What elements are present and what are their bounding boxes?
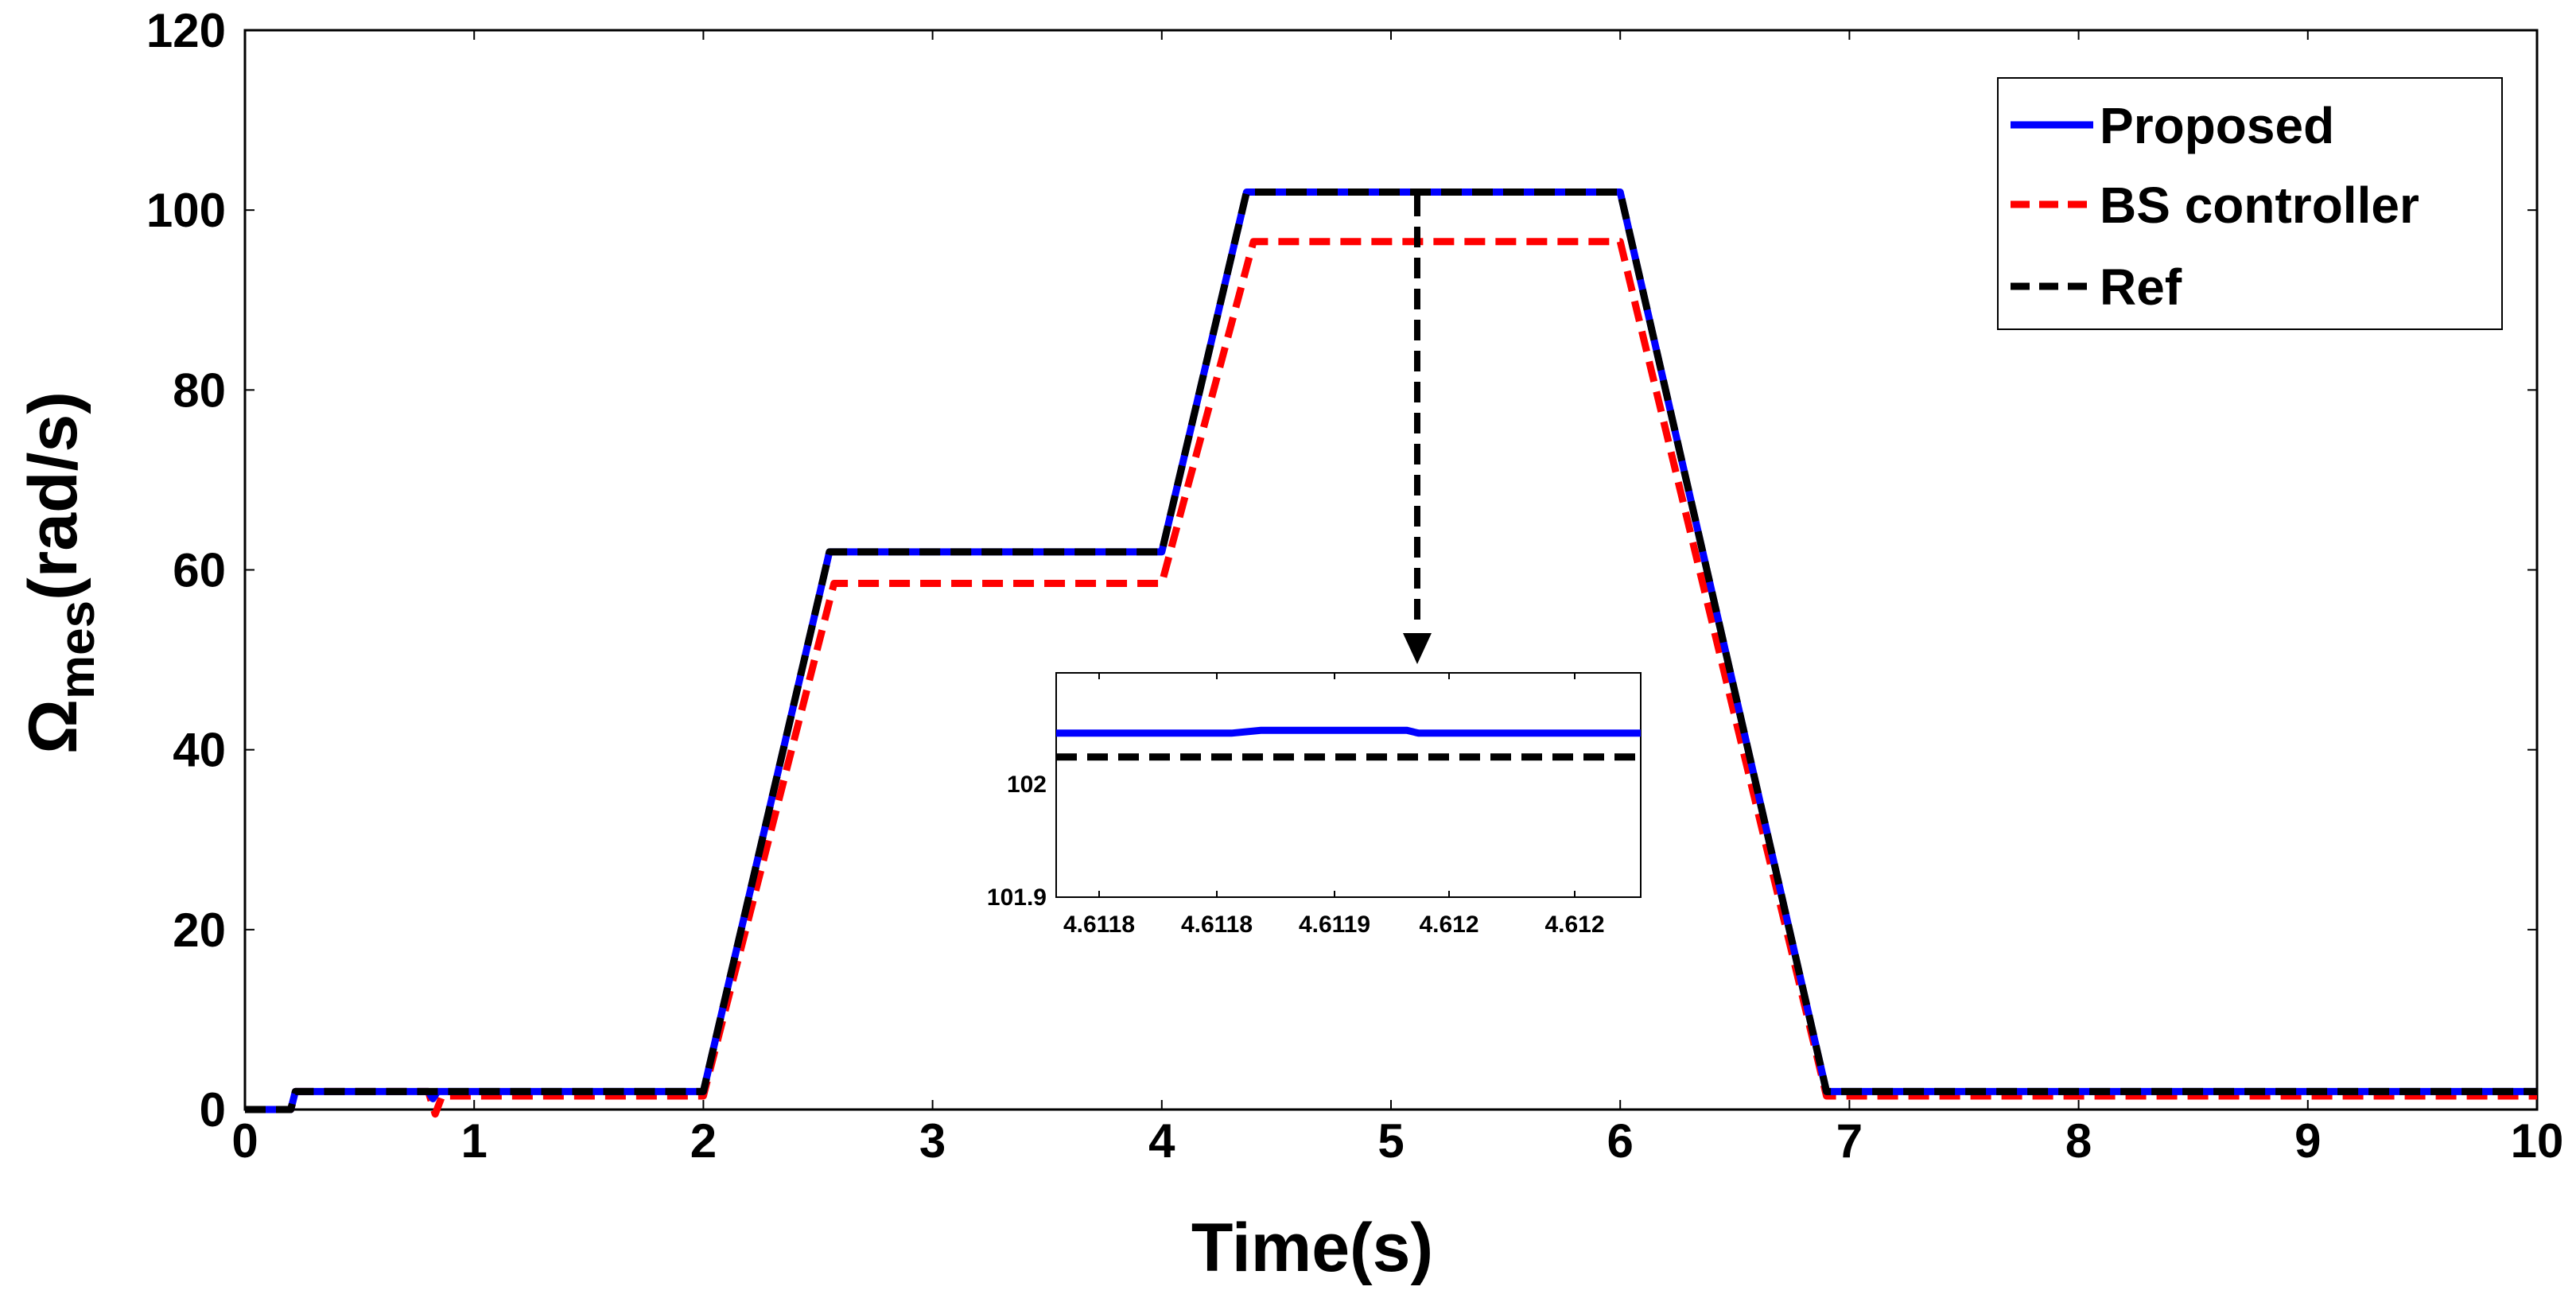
x-axis-title: Time(s) [1191,1210,1433,1286]
series-line-ref [245,188,2537,1114]
inset-series-line-proposed [1056,726,1641,737]
axis-ticks [244,29,2538,1110]
x-tick-label: 1 [461,1114,488,1168]
y-tick-labels: 0 20 40 60 80 100 120 [146,4,226,1137]
inset-series-lines [1056,726,1641,761]
legend-label-ref: Ref [2100,258,2182,316]
y-tick-label: 0 [200,1083,226,1137]
x-tick-labels: 0 1 2 3 4 5 6 7 8 9 10 [231,1114,2563,1168]
inset-plot: 102 101.9 4.6118 4.6118 4.6119 4.612 4.6… [987,672,1642,938]
y-tick-label: 80 [173,363,226,417]
inset-x-tick-label: 4.6118 [1063,911,1135,938]
y-tick-label: 40 [173,724,226,777]
y-tick-label: 60 [173,544,226,597]
zoom-arrow-head [1403,633,1432,664]
x-tick-label: 3 [919,1114,946,1168]
legend-label-proposed: Proposed [2100,97,2334,154]
x-tick-label: 2 [690,1114,717,1168]
y-tick-label: 100 [146,184,226,237]
y-axis-title: Ωmes(rad/s) [15,391,105,754]
inset-frame [1055,672,1642,898]
x-tick-label: 4 [1148,1114,1175,1168]
inset-y-tick-label-102: 102 [1007,771,1047,798]
x-tick-label: 9 [2294,1114,2321,1168]
x-tick-label: 8 [2065,1114,2092,1168]
inset-x-tick-label: 4.6119 [1299,911,1370,938]
legend-label-bs-controller: BS controller [2100,177,2419,234]
zoom-arrow [1403,196,1432,664]
x-tick-label: 0 [231,1114,258,1168]
inset-x-tick-label: 4.612 [1544,911,1604,938]
y-tick-label: 120 [146,4,226,57]
y-axis-title-symbol: Ω [15,699,91,754]
x-tick-label: 10 [2511,1114,2564,1168]
legend: Proposed BS controller Ref [1997,77,2503,330]
series-lines [245,188,2537,1118]
inset-ticks [1056,673,1576,898]
x-tick-label: 5 [1377,1114,1404,1168]
x-tick-label: 6 [1607,1114,1634,1168]
inset-x-tick-label: 4.6118 [1181,911,1253,938]
y-tick-label: 20 [173,904,226,957]
inset-x-tick-label: 4.612 [1419,911,1478,938]
y-axis-title-subscript: mes [50,600,105,699]
y-axis-title-unit: (rad/s) [15,391,91,600]
inset-y-tick-label-101-9: 101.9 [987,884,1047,911]
x-tick-label: 7 [1836,1114,1863,1168]
